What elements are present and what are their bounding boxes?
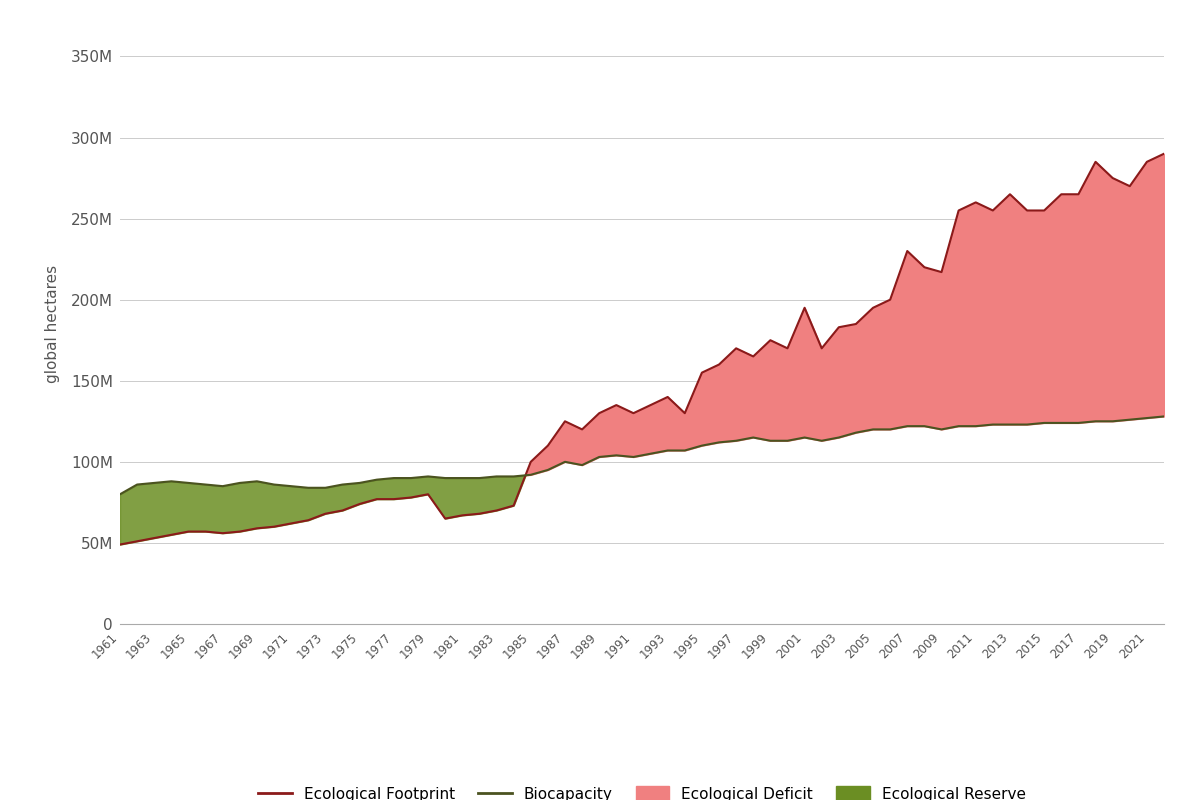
Y-axis label: global hectares: global hectares [44, 265, 60, 383]
Legend: Ecological Footprint, Biocapacity, Ecological Deficit, Ecological Reserve: Ecological Footprint, Biocapacity, Ecolo… [252, 780, 1032, 800]
